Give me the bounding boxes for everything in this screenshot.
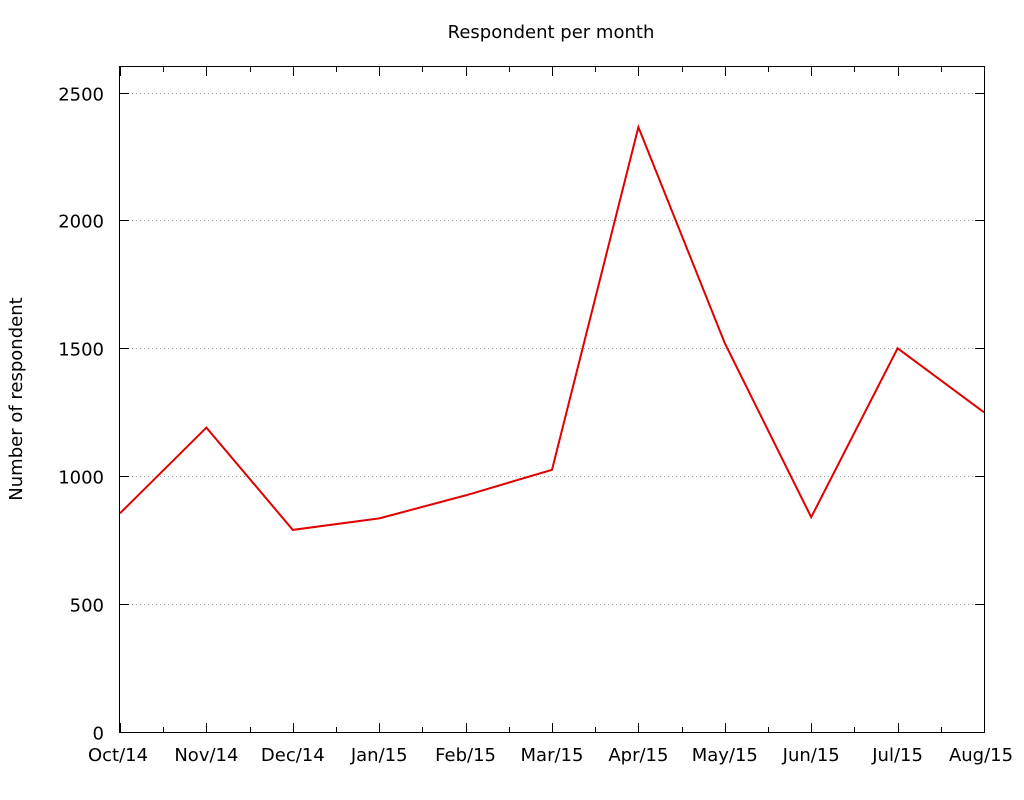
y-tick-label: 2000 [58,212,104,233]
y-tick-label: 1000 [58,468,104,489]
series-layer [119,123,985,531]
x-tick-label: May/15 [692,745,758,766]
x-tick-label: Oct/14 [88,745,148,766]
series-line [119,123,985,531]
x-tick-label: Mar/15 [521,745,584,766]
axes: 0 500 1000 1500 2000 2500 Oct/14 Nov/14 Dec/14 Ja… [58,67,1013,766]
chart-title: Respondent per month [448,22,655,43]
y-axis-label: Number of respondent [6,297,27,500]
plot-frame [119,66,985,733]
x-tick-label: Dec/14 [261,745,325,766]
x-tick-label: Feb/15 [435,745,496,766]
x-tick-label: Nov/14 [174,745,238,766]
x-tick-label: Jul/15 [871,745,923,766]
y-tick-label: 1500 [58,340,104,361]
x-tick-label: Jan/15 [350,745,408,766]
x-tick-label: Jun/15 [782,745,840,766]
x-tick-label: Aug/15 [949,745,1013,766]
y-tick-label: 0 [93,724,104,745]
y-tick-label: 500 [70,596,104,617]
x-tick-label: Apr/15 [608,745,668,766]
y-tick-label: 2500 [58,85,104,106]
gridlines [120,93,984,605]
